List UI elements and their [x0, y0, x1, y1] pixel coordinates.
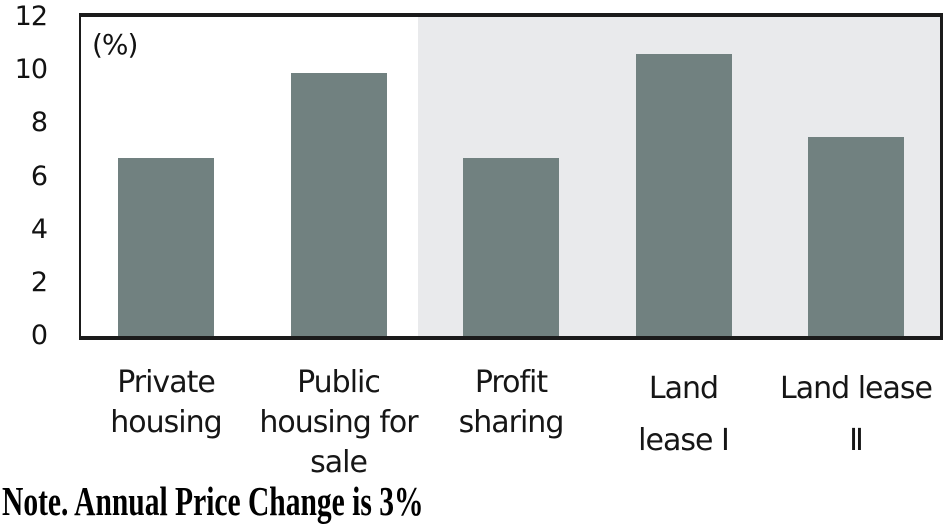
y-tick-label: 2: [30, 266, 48, 298]
chart-bar-3: [635, 54, 732, 336]
y-tick-label: 0: [30, 319, 48, 351]
y-tick-label: 6: [30, 160, 48, 192]
x-category-label-1: Public housing for sale: [259, 365, 418, 480]
chart-bar-1: [290, 72, 387, 336]
x-category-label-4: Land lease Ⅱ: [780, 371, 933, 458]
note-text: Note. Annual Price Change is 3%: [2, 478, 424, 524]
chart-bar-0: [118, 157, 214, 336]
y-tick-label: 12: [14, 0, 48, 32]
plot-area: (%): [79, 13, 943, 340]
y-tick-label: 4: [30, 213, 48, 245]
chart-bar-4: [808, 136, 904, 336]
chart-bar-2: [463, 157, 559, 336]
y-tick-label: 8: [30, 107, 48, 139]
x-category-label-2: Profit sharing: [458, 365, 565, 440]
x-category-label-0: Private housing: [110, 365, 222, 440]
y-tick-label: 10: [14, 54, 48, 86]
y-axis-unit-label: (%): [92, 28, 138, 61]
x-category-label-3: Land lease Ⅰ: [638, 371, 730, 458]
